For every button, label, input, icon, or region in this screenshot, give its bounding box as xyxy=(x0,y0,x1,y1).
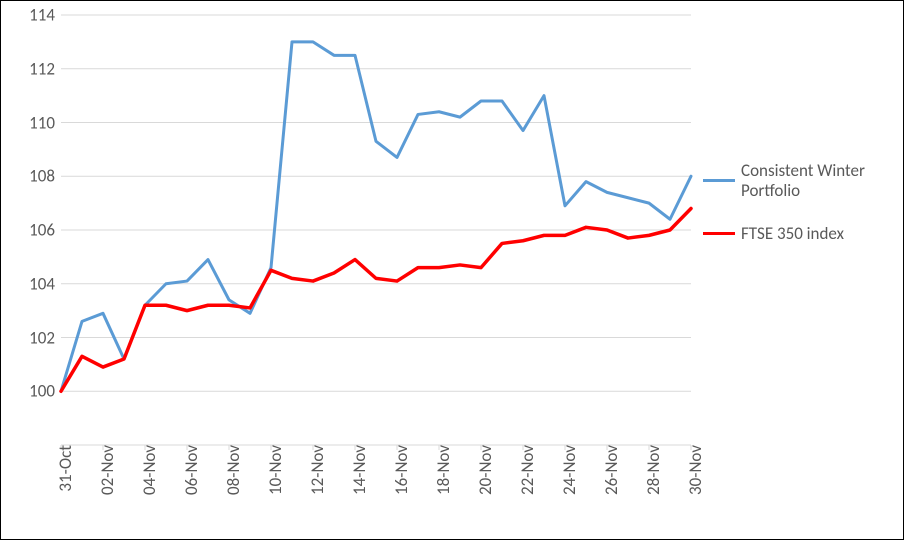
plot-area: 10010210410610811011211431-Oct02-Nov04-N… xyxy=(61,15,691,445)
y-tick-label: 104 xyxy=(29,273,61,294)
legend-label: Consistent Winter Portfolio xyxy=(741,161,897,200)
legend-item: FTSE 350 index xyxy=(703,224,897,244)
legend-item: Consistent Winter Portfolio xyxy=(703,161,897,200)
y-tick-label: 110 xyxy=(29,112,61,133)
x-tick-label: 26-Nov xyxy=(599,445,622,495)
legend-swatch xyxy=(703,232,735,235)
x-tick-label: 10-Nov xyxy=(263,445,286,495)
x-tick-label: 12-Nov xyxy=(305,445,328,495)
legend-label: FTSE 350 index xyxy=(741,224,844,244)
x-tick-label: 20-Nov xyxy=(473,445,496,495)
x-tick-label: 14-Nov xyxy=(347,445,370,495)
x-tick-label: 31-Oct xyxy=(53,445,76,492)
x-tick-label: 16-Nov xyxy=(389,445,412,495)
y-tick-label: 100 xyxy=(29,381,61,402)
x-tick-label: 06-Nov xyxy=(179,445,202,495)
legend-swatch xyxy=(703,179,735,182)
x-tick-label: 22-Nov xyxy=(515,445,538,495)
x-tick-label: 30-Nov xyxy=(683,445,706,495)
y-tick-label: 106 xyxy=(29,220,61,241)
y-tick-label: 102 xyxy=(29,327,61,348)
x-tick-label: 18-Nov xyxy=(431,445,454,495)
x-tick-label: 28-Nov xyxy=(641,445,664,495)
y-tick-label: 112 xyxy=(29,58,61,79)
y-tick-label: 108 xyxy=(29,166,61,187)
x-tick-label: 02-Nov xyxy=(95,445,118,495)
chart-frame: 100 102 104 106 108 110 112 114 31-Oct 02-Nov 04-N… xyxy=(0,0,904,540)
y-tick-label: 114 xyxy=(29,5,61,26)
x-tick-label: 08-Nov xyxy=(221,445,244,495)
plot-svg xyxy=(61,15,691,445)
legend: Consistent Winter Portfolio FTSE 350 inde… xyxy=(703,161,897,268)
x-tick-label: 04-Nov xyxy=(137,445,160,495)
x-tick-label: 24-Nov xyxy=(557,445,580,495)
